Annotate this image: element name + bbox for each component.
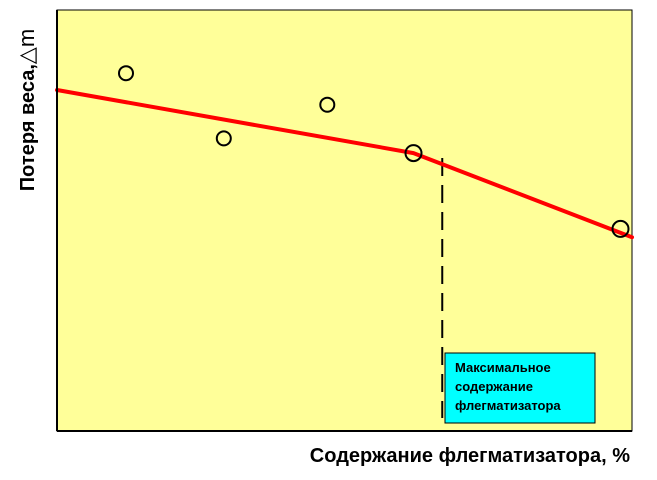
data-point [118, 65, 134, 82]
annotation-line-1: Максимальное [455, 360, 551, 375]
y-axis-label-text: Потеря веса, [17, 64, 39, 191]
y-axis-label: Потеря веса,△m [14, 29, 39, 191]
data-point [215, 130, 232, 147]
annotation-box: Максимальное содержание флегматизатора [444, 352, 596, 424]
annotation-line-2: содержание [455, 379, 533, 394]
annotation-line-3: флегматизатора [455, 398, 561, 413]
x-axis-label: Содержание флегматизатора, % [310, 445, 630, 467]
data-point [319, 96, 336, 113]
data-point [611, 219, 630, 238]
annotation-background [444, 352, 596, 424]
data-point [404, 144, 423, 163]
data-points [118, 65, 630, 238]
trend-line [55, 88, 634, 240]
y-axis-label-symbol: △m [14, 29, 39, 64]
